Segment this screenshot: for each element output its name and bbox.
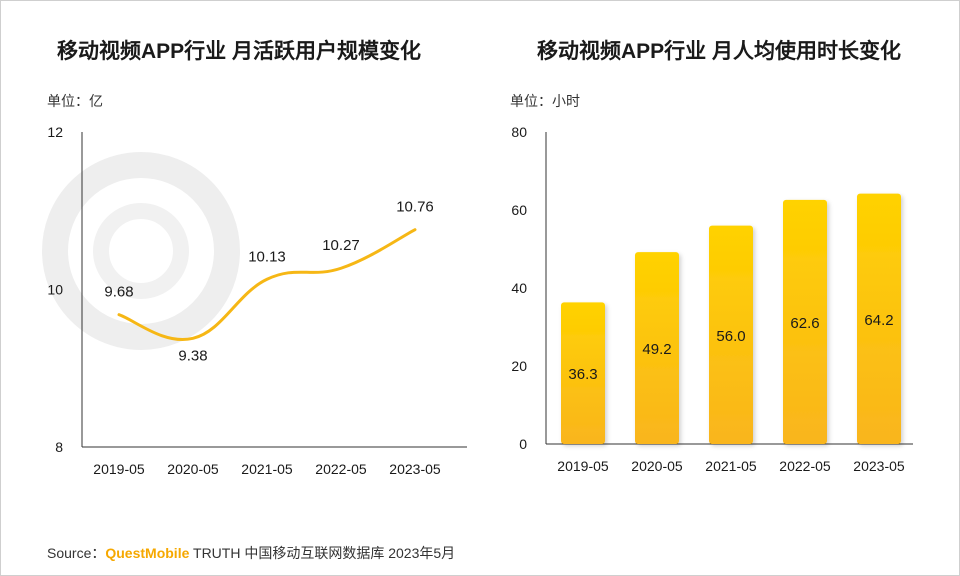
bar-chart-title: 移动视频APP行业 月人均使用时长变化 [537,40,902,63]
line-chart-y-tick-label: 8 [55,439,63,455]
line-chart-x-tick-label: 2022-05 [315,461,367,477]
line-chart-title: 移动视频APP行业 月活跃用户规模变化 [57,40,422,63]
bar-chart-y-tick-label: 60 [511,202,527,218]
bar-chart-x-tick-label: 2023-05 [853,458,905,474]
line-chart-series-line [117,228,417,342]
bar-chart-y-tick-label: 40 [511,280,527,296]
line-chart-y-tick-label: 10 [47,282,63,298]
bar-chart-bar [709,225,753,444]
source-rest: TRUTH 中国移动互联网数据库 2023年5月 [189,545,456,561]
line-chart-x-tick-label: 2023-05 [389,461,441,477]
bar-chart-unit: 单位：小时 [510,93,580,109]
bar-chart-data-label: 49.2 [642,341,671,358]
bar-chart-x-tick-label: 2020-05 [631,458,683,474]
bar-chart-bar [857,193,901,444]
bar-chart-bar [783,199,827,444]
bar-chart-bar [561,302,605,444]
bar-chart-x-tick-label: 2022-05 [779,458,831,474]
line-chart: 8 10 12 2019-05 2020-05 2021-05 2022-05 2023-05… [47,124,467,477]
bar-chart-bar [635,252,679,444]
bar-chart-y-tick-label: 0 [519,436,527,452]
line-chart-data-label: 10.27 [322,237,360,254]
bar-chart-x-tick-label: 2019-05 [557,458,609,474]
line-chart-x-tick-label: 2021-05 [241,461,293,477]
source-brand: QuestMobile [105,545,190,561]
source-label: Source： [47,545,106,561]
bar-chart-data-label: 64.2 [864,312,893,329]
line-chart-data-label: 9.68 [104,284,133,301]
source-note: Source：QuestMobile TRUTH 中国移动互联网数据库 2023… [47,543,455,563]
bar-chart-x-tick-label: 2021-05 [705,458,757,474]
line-chart-data-label: 9.38 [178,347,207,364]
bar-chart: 0 20 40 60 80 2019-05 2020-05 2021-05 2022-05 202… [511,124,913,474]
bar-chart-data-label: 36.3 [568,366,597,383]
line-chart-unit: 单位：亿 [47,93,103,109]
line-chart-data-label: 10.13 [248,248,286,265]
bar-chart-y-tick-label: 80 [511,124,527,140]
bar-chart-data-label: 56.0 [716,328,745,345]
bar-chart-y-tick-label: 20 [511,358,527,374]
line-chart-data-label: 10.76 [396,199,434,216]
line-chart-x-tick-label: 2019-05 [93,461,145,477]
line-chart-y-tick-label: 12 [47,124,63,140]
bar-chart-data-label: 62.6 [790,315,819,332]
line-chart-x-tick-label: 2020-05 [167,461,219,477]
